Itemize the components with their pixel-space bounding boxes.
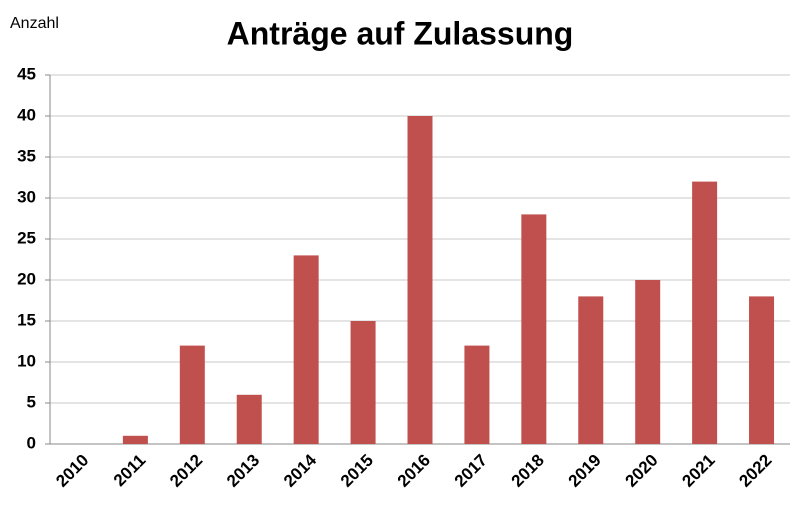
- bar: [464, 345, 490, 444]
- bar: [236, 394, 262, 444]
- bar: [578, 296, 604, 444]
- x-tick-label: 2020: [622, 451, 662, 491]
- x-tick-label: 2019: [565, 451, 605, 491]
- x-tick-label: 2022: [735, 451, 775, 491]
- y-tick-label: 45: [17, 64, 36, 83]
- x-tick-label: 2011: [110, 451, 150, 491]
- y-tick-label: 40: [17, 105, 36, 124]
- bar: [122, 435, 148, 444]
- x-tick-label: 2017: [451, 451, 491, 491]
- bar: [293, 255, 319, 444]
- x-tick-label: 2012: [166, 451, 206, 491]
- bar: [749, 296, 775, 444]
- y-tick-label: 20: [17, 269, 36, 288]
- y-tick-label: 35: [17, 146, 36, 165]
- bar: [692, 181, 718, 444]
- y-tick-label: 30: [17, 187, 36, 206]
- y-tick-label: 0: [27, 433, 36, 452]
- y-axis-label: Anzahl: [10, 15, 59, 32]
- x-tick-label: 2021: [678, 451, 718, 491]
- bar: [179, 345, 205, 444]
- x-tick-label: 2015: [337, 451, 377, 491]
- x-tick-label: 2010: [52, 451, 92, 491]
- x-tick-label: 2018: [508, 451, 548, 491]
- x-tick-label: 2013: [223, 451, 263, 491]
- x-tick-label: 2014: [280, 450, 321, 491]
- bar: [521, 214, 547, 444]
- y-tick-label: 5: [27, 392, 36, 411]
- y-tick-label: 10: [17, 351, 36, 370]
- y-tick-label: 15: [17, 310, 36, 329]
- x-tick-label: 2016: [394, 451, 434, 491]
- bar: [635, 280, 661, 444]
- bar: [350, 321, 376, 444]
- y-tick-label: 25: [17, 228, 36, 247]
- chart-title: Anträge auf Zulassung: [227, 15, 574, 51]
- bar: [407, 116, 433, 444]
